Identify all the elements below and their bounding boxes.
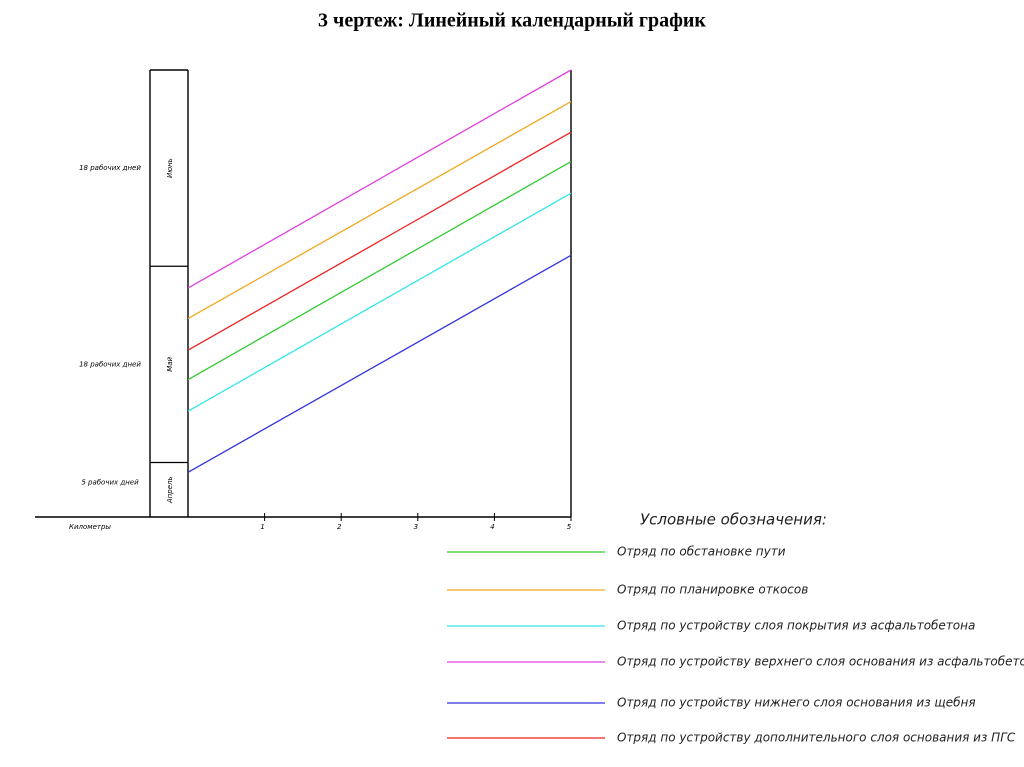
legend-label: Отряд по планировке откосов — [617, 583, 808, 597]
series-line — [187, 161, 572, 381]
series-line — [187, 192, 572, 412]
month-duration: 5 рабочих дней — [81, 478, 139, 486]
x-tick-label: 1 — [260, 523, 264, 531]
month-name: Апрель — [166, 476, 174, 504]
series-line — [187, 69, 572, 289]
series-line — [187, 101, 572, 320]
chart-title: 3 чертеж: Линейный календарный график — [318, 10, 706, 32]
month-duration: 18 рабочих дней — [79, 164, 141, 172]
legend-label: Отряд по обстановке пути — [617, 545, 786, 559]
x-tick-label: 3 — [414, 523, 418, 531]
month-name: Май — [166, 356, 174, 371]
legend-label: Отряд по устройству дополнительного слоя… — [617, 731, 1016, 745]
series-line — [187, 254, 572, 473]
legend-label: Отряд по устройству верхнего слоя основа… — [617, 655, 1024, 669]
legend-title: Условные обозначения: — [640, 511, 827, 529]
x-tick-label: 2 — [337, 523, 342, 531]
x-axis-label: Километры — [69, 523, 111, 531]
series-line — [187, 131, 572, 351]
x-tick-label: 4 — [490, 523, 494, 531]
legend-label: Отряд по устройству нижнего слоя основан… — [617, 696, 976, 710]
legend-label: Отряд по устройству слоя покрытия из асф… — [617, 619, 975, 633]
month-name: Июнь — [166, 158, 174, 178]
month-duration: 18 рабочих дней — [79, 360, 141, 368]
x-tick-label: 5 — [567, 523, 572, 531]
